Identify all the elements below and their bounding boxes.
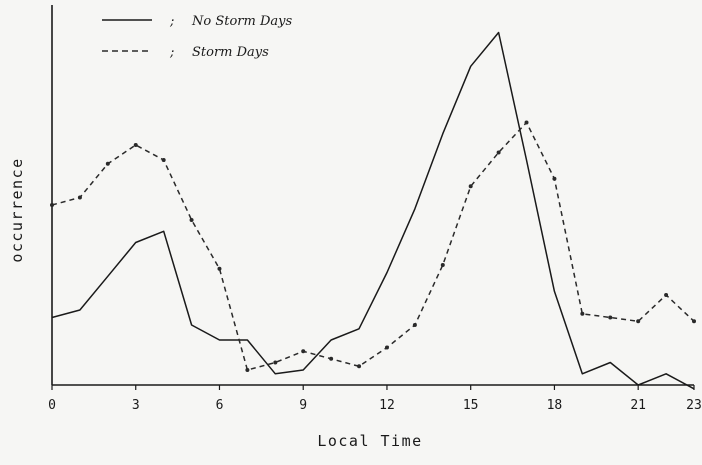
data-point-storm-days xyxy=(636,319,641,324)
x-tick-label: 9 xyxy=(299,398,307,413)
data-point-storm-days xyxy=(245,368,250,372)
data-point-storm-days xyxy=(580,311,585,316)
legend-separator: ; xyxy=(169,14,174,29)
legend: ; No Storm Days ; Storm Days xyxy=(102,14,292,60)
data-point-storm-days xyxy=(329,356,334,361)
data-point-storm-days xyxy=(384,345,389,350)
data-point-storm-days xyxy=(189,218,194,222)
data-point-storm-days xyxy=(524,120,529,125)
x-tick-label: 23 xyxy=(686,398,702,413)
x-tick-label: 3 xyxy=(132,398,140,413)
y-axis-title: occurrence xyxy=(8,157,26,262)
data-point-storm-days xyxy=(608,315,613,320)
data-point-storm-days xyxy=(468,184,473,189)
legend-label-no-storm-days: No Storm Days xyxy=(191,14,292,29)
data-point-storm-days xyxy=(133,143,138,147)
data-point-storm-days xyxy=(440,263,445,267)
x-axis-title: Local Time xyxy=(317,432,422,450)
data-point-storm-days xyxy=(105,161,110,166)
series-line-storm-days xyxy=(51,121,695,371)
data-point-storm-days xyxy=(496,150,501,155)
data-point-storm-days xyxy=(664,293,669,297)
x-tick-label: 6 xyxy=(216,398,224,413)
legend-separator: ; xyxy=(169,45,174,60)
series-layer xyxy=(50,31,696,390)
axes xyxy=(51,5,694,386)
data-point-storm-days xyxy=(161,158,166,162)
x-tick-label: 21 xyxy=(630,398,646,413)
x-ticks: 0 3 6 9 12 15 18 21 23 xyxy=(48,385,702,413)
data-point-storm-days xyxy=(301,349,306,354)
x-tick-label: 12 xyxy=(379,398,395,413)
data-point-storm-days xyxy=(412,323,417,327)
data-point-storm-days xyxy=(357,364,362,369)
x-tick-label: 15 xyxy=(463,398,479,413)
data-point-storm-days xyxy=(217,266,222,271)
legend-label-storm-days: Storm Days xyxy=(192,45,269,60)
data-point-storm-days xyxy=(77,195,82,200)
data-point-storm-days xyxy=(692,319,696,324)
x-tick-label: 0 xyxy=(48,398,56,413)
data-point-storm-days xyxy=(50,203,54,207)
x-tick-label: 18 xyxy=(547,398,563,413)
series-line-no-storm-days xyxy=(51,31,695,390)
data-point-storm-days xyxy=(273,360,278,365)
data-point-storm-days xyxy=(552,176,557,181)
